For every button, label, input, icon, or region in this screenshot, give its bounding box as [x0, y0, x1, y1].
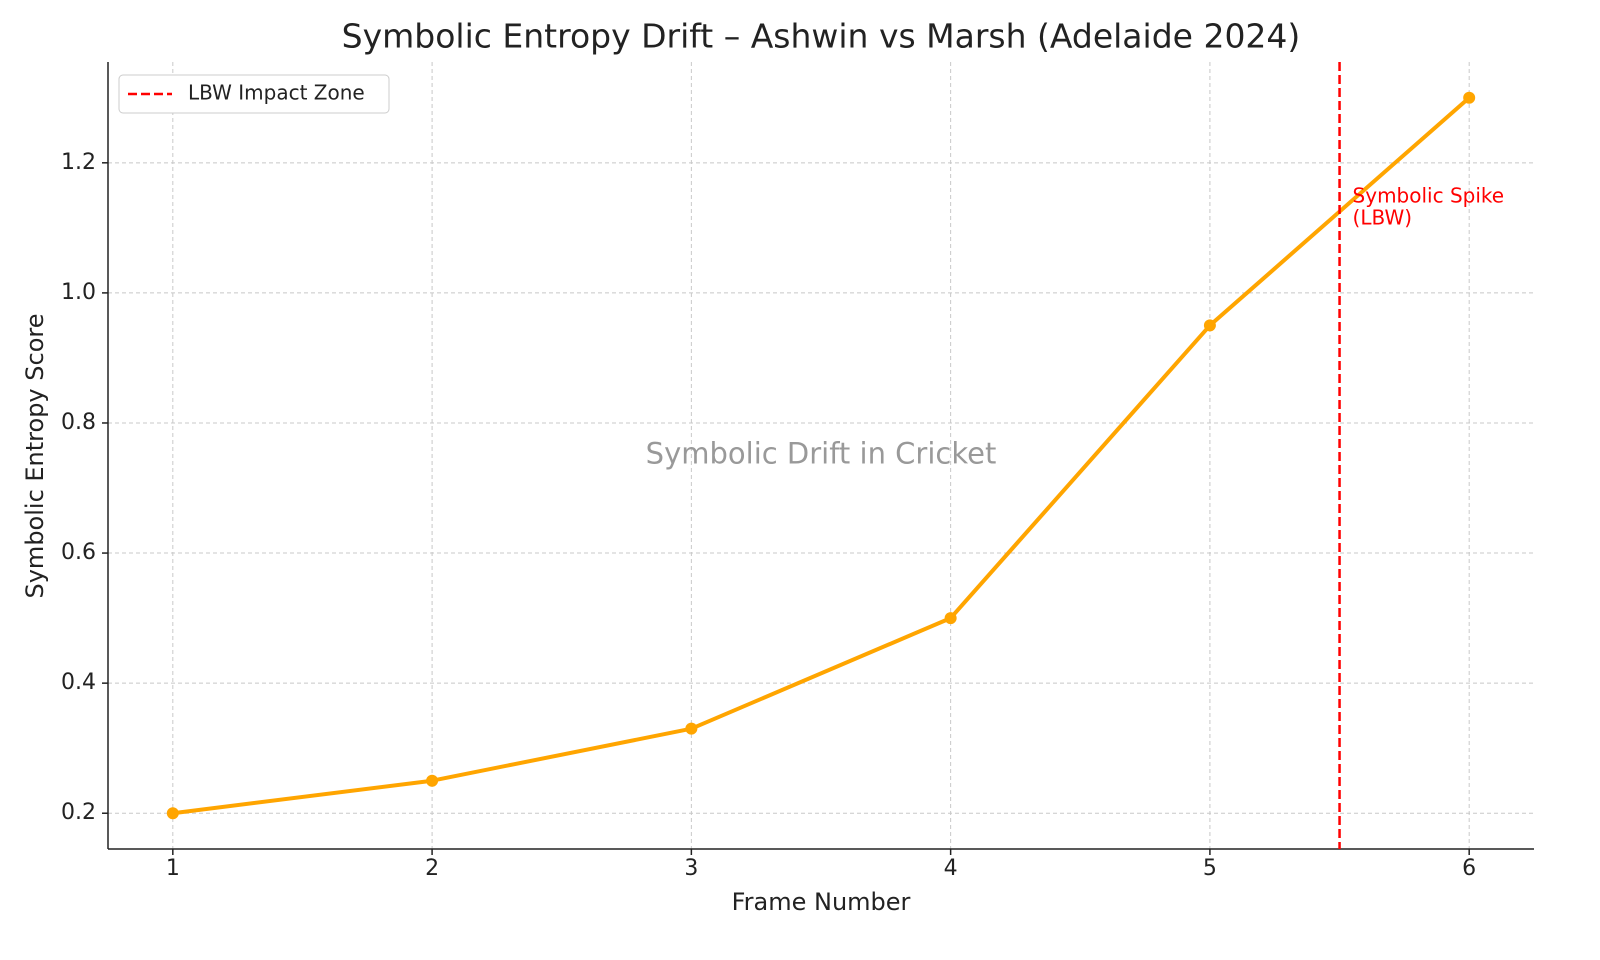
x-tick-label: 4	[944, 856, 958, 881]
legend-box	[118, 74, 390, 114]
x-tick-label: 1	[166, 856, 180, 881]
data-point	[685, 722, 698, 735]
y-axis-label: Symbolic Entropy Score	[21, 314, 49, 599]
x-axis-label: Frame Number	[732, 888, 911, 916]
x-tick-label: 3	[684, 856, 698, 881]
annotation: Symbolic Spike	[1353, 184, 1505, 208]
y-tick-label: 0.4	[61, 670, 96, 695]
watermark: Symbolic Drift in Cricket	[646, 437, 997, 471]
annotation: (LBW)	[1353, 206, 1413, 230]
x-tick-label: 2	[425, 856, 439, 881]
data-line	[172, 96, 1471, 816]
y-tick-label: 0.6	[61, 540, 96, 565]
x-tick-label: 5	[1203, 856, 1217, 881]
data-point	[166, 807, 179, 820]
legend-label: LBW Impact Zone	[188, 81, 365, 105]
chart-title: Symbolic Entropy Drift – Ashwin vs Marsh…	[342, 17, 1301, 56]
y-tick-label: 0.2	[61, 800, 96, 825]
x-tick-label: 6	[1462, 856, 1476, 881]
y-tick-label: 1.2	[61, 150, 96, 175]
y-tick-label: 1.0	[61, 280, 96, 305]
data-point	[1463, 91, 1476, 104]
y-tick-label: 0.8	[61, 410, 96, 435]
data-point	[426, 774, 439, 787]
data-point	[944, 612, 957, 625]
data-point	[1203, 319, 1216, 332]
